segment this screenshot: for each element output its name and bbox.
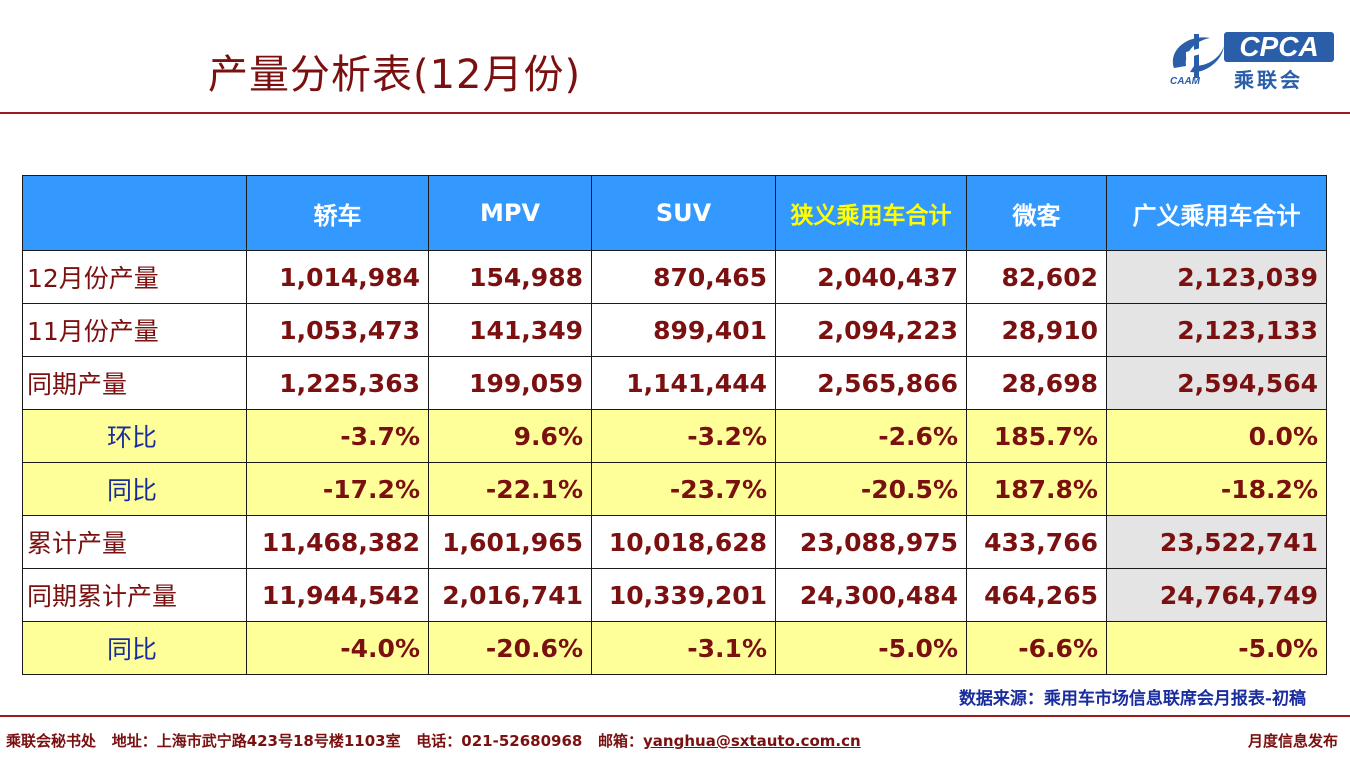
column-header xyxy=(22,175,247,251)
row-label: 12月份产量 xyxy=(22,250,247,304)
footer-contact: 乘联会秘书处 地址：上海市武宁路423号18号楼1103室 电话：021-526… xyxy=(6,730,861,751)
row-label: 累计产量 xyxy=(22,515,247,569)
table-cell: 0.0% xyxy=(1106,409,1327,463)
caam-text: CAAM xyxy=(1170,76,1200,87)
table-cell: 1,225,363 xyxy=(246,356,429,410)
column-header: 广义乘用车合计 xyxy=(1106,175,1327,251)
table-cell: 23,522,741 xyxy=(1106,515,1327,569)
footer-monthly-release: 月度信息发布 xyxy=(1247,732,1338,750)
table-cell: 10,339,201 xyxy=(591,568,776,622)
table-row: 同期产量 1,225,363 199,059 1,141,444 2,565,866 28… xyxy=(22,356,1327,410)
column-header: SUV xyxy=(591,175,776,251)
table-cell: 24,300,484 xyxy=(775,568,967,622)
table-cell: 2,565,866 xyxy=(775,356,967,410)
table-cell: 28,910 xyxy=(966,303,1107,357)
table-cell: -3.7% xyxy=(246,409,429,463)
table-body: 12月份产量 1,014,984 154,988 870,465 2,040,437 82… xyxy=(22,250,1327,675)
table-cell: 2,040,437 xyxy=(775,250,967,304)
table-row: 同比 -17.2% -22.1% -23.7% -20.5% 187.8% -18.2% xyxy=(22,462,1327,516)
page-title: 产量分析表(12月份) xyxy=(208,52,582,98)
footer-email-link[interactable]: yanghua@sxtauto.com.cn xyxy=(643,732,861,750)
row-label: 11月份产量 xyxy=(22,303,247,357)
table-cell: -20.5% xyxy=(775,462,967,516)
table-cell: 9.6% xyxy=(428,409,592,463)
table-cell: -6.6% xyxy=(966,621,1107,675)
table-cell: -4.0% xyxy=(246,621,429,675)
data-source-note: 数据来源：乘用车市场信息联席会月报表-初稿 xyxy=(958,689,1306,709)
row-label: 同比 xyxy=(22,462,247,516)
table-cell: 870,465 xyxy=(591,250,776,304)
table-cell: -3.1% xyxy=(591,621,776,675)
cpca-swirl-icon xyxy=(1172,34,1224,78)
table-row: 环比 -3.7% 9.6% -3.2% -2.6% 185.7% 0.0% xyxy=(22,409,1327,463)
table-cell: 185.7% xyxy=(966,409,1107,463)
table-cell: -3.2% xyxy=(591,409,776,463)
table-cell: 154,988 xyxy=(428,250,592,304)
table-row: 累计产量 11,468,382 1,601,965 10,018,628 23,088,… xyxy=(22,515,1327,569)
table-cell: 11,944,542 xyxy=(246,568,429,622)
cpca-logo: CAAM CPCA 乘联会 xyxy=(1160,26,1340,92)
table-row: 同期累计产量 11,944,542 2,016,741 10,339,201 24,30… xyxy=(22,568,1327,622)
table-cell: -17.2% xyxy=(246,462,429,516)
table-cell: 2,016,741 xyxy=(428,568,592,622)
column-header: 狭义乘用车合计 xyxy=(775,175,967,251)
footer-phone: 电话：021-52680968 xyxy=(416,732,583,750)
table-cell: 28,698 xyxy=(966,356,1107,410)
top-divider xyxy=(0,112,1350,114)
row-label: 同期累计产量 xyxy=(22,568,247,622)
table-cell: 2,594,564 xyxy=(1106,356,1327,410)
table-row: 同比 -4.0% -20.6% -3.1% -5.0% -6.6% -5.0% xyxy=(22,621,1327,675)
table-cell: 187.8% xyxy=(966,462,1107,516)
table-cell: 24,764,749 xyxy=(1106,568,1327,622)
table-cell: 82,602 xyxy=(966,250,1107,304)
table-cell: -5.0% xyxy=(775,621,967,675)
bottom-divider xyxy=(0,715,1350,717)
table-cell: 10,018,628 xyxy=(591,515,776,569)
footer-email-label: 邮箱： xyxy=(598,732,644,750)
table-header-row: 轿车 MPV SUV 狭义乘用车合计 微客 广义乘用车合计 xyxy=(22,175,1327,251)
column-header: MPV xyxy=(428,175,592,251)
column-header: 微客 xyxy=(966,175,1107,251)
row-label: 同期产量 xyxy=(22,356,247,410)
cpca-text: CPCA xyxy=(1224,32,1334,62)
table-cell: 11,468,382 xyxy=(246,515,429,569)
footer-org: 乘联会秘书处 xyxy=(6,732,97,750)
production-table: 轿车 MPV SUV 狭义乘用车合计 微客 广义乘用车合计 12月份产量 1,014,984… xyxy=(22,175,1327,675)
table-cell: 1,601,965 xyxy=(428,515,592,569)
table-cell: -23.7% xyxy=(591,462,776,516)
table-cell: -5.0% xyxy=(1106,621,1327,675)
table-cell: -22.1% xyxy=(428,462,592,516)
table-cell: 899,401 xyxy=(591,303,776,357)
table-cell: 1,053,473 xyxy=(246,303,429,357)
table-row: 12月份产量 1,014,984 154,988 870,465 2,040,437 82… xyxy=(22,250,1327,304)
column-header: 轿车 xyxy=(246,175,429,251)
table-cell: 141,349 xyxy=(428,303,592,357)
table-cell: -2.6% xyxy=(775,409,967,463)
table-cell: 2,123,133 xyxy=(1106,303,1327,357)
table-cell: 433,766 xyxy=(966,515,1107,569)
table-cell: 1,014,984 xyxy=(246,250,429,304)
cpca-cn-text: 乘联会 xyxy=(1234,68,1303,92)
table-cell: -20.6% xyxy=(428,621,592,675)
table-cell: 1,141,444 xyxy=(591,356,776,410)
table-cell: 199,059 xyxy=(428,356,592,410)
row-label: 环比 xyxy=(22,409,247,463)
row-label: 同比 xyxy=(22,621,247,675)
table-cell: 464,265 xyxy=(966,568,1107,622)
footer-address: 地址：上海市武宁路423号18号楼1103室 xyxy=(111,732,401,750)
table-cell: 2,094,223 xyxy=(775,303,967,357)
table-cell: 2,123,039 xyxy=(1106,250,1327,304)
table-cell: -18.2% xyxy=(1106,462,1327,516)
table-cell: 23,088,975 xyxy=(775,515,967,569)
table-row: 11月份产量 1,053,473 141,349 899,401 2,094,223 28… xyxy=(22,303,1327,357)
